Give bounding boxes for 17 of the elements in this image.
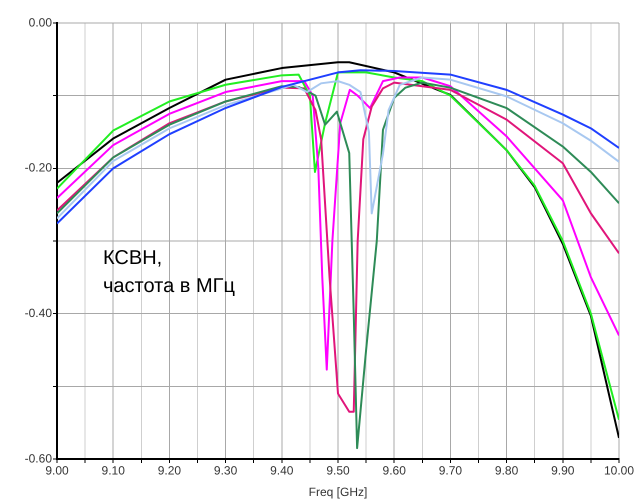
- x-tick-label: 9.30: [214, 464, 238, 478]
- y-tick-label: -0.60: [24, 451, 52, 466]
- x-tick-label: 9.10: [102, 464, 126, 478]
- x-tick-label: 9.50: [326, 464, 350, 478]
- x-tick-label: 9.00: [45, 464, 69, 478]
- x-axis-title: Freq [GHz]: [308, 485, 368, 500]
- x-tick-label: 9.20: [158, 464, 182, 478]
- x-tick-label: 9.40: [270, 464, 294, 478]
- x-tick-label: 9.70: [438, 464, 462, 478]
- x-tick-label: 9.90: [551, 464, 575, 478]
- y-tick-label: 0.00: [28, 15, 52, 30]
- annotation: КСВН, частота в МГц: [103, 246, 235, 299]
- x-tick-label: 10.00: [604, 464, 634, 478]
- y-tick-label: -0.20: [24, 160, 52, 175]
- x-tick-label: 9.80: [494, 464, 519, 478]
- x-tick-label: 9.60: [382, 464, 406, 478]
- y-tick-label: -0.40: [24, 306, 52, 320]
